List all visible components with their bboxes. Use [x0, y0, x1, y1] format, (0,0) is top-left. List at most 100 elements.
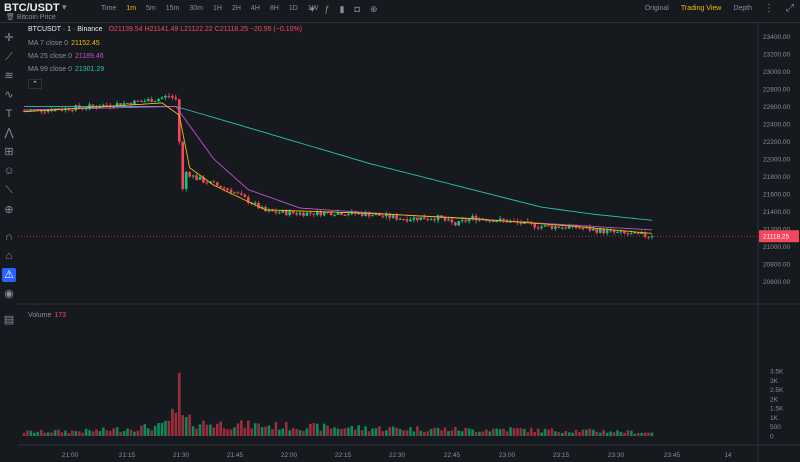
indicators-icon[interactable]: ƒ [324, 4, 330, 14]
interval-5m[interactable]: 5m [146, 5, 156, 12]
candle-body [578, 227, 581, 229]
volume-bar [164, 420, 167, 436]
fib-icon[interactable]: ≋ [4, 70, 14, 82]
candle-body [115, 103, 119, 107]
candle-body [343, 214, 347, 216]
fullscreen-icon[interactable]: ⤢ [786, 3, 794, 14]
volume-bar [395, 427, 398, 436]
pair-subtitle[interactable]: 🗑 Bitcoin Price [6, 14, 56, 21]
volume-bar [229, 429, 233, 436]
last-price-badge [759, 230, 799, 243]
interval-time[interactable]: Time [101, 5, 117, 12]
volume-bar [564, 431, 568, 436]
zoom-icon[interactable]: ⊕ [4, 204, 14, 216]
magnet-icon[interactable]: ∩ [5, 231, 13, 243]
volume-bar [240, 420, 243, 436]
interval-1m[interactable]: 1m [126, 5, 137, 12]
volume-axis: 3.5K 3K 2.5K 2K 1.5K 1K 500 0 [770, 369, 784, 441]
interval-15m[interactable]: 15m [165, 5, 180, 12]
price-tick-label: 21600.00 [763, 192, 790, 199]
interval-4h[interactable]: 4H [250, 5, 260, 12]
pair-title[interactable]: BTC/USDT [4, 2, 60, 14]
legend-collapse-button[interactable]: ⌃ [28, 79, 42, 89]
volume-bar [309, 423, 312, 436]
volume-bar [77, 431, 81, 436]
volume-bar [71, 430, 74, 436]
candle-body [516, 221, 519, 223]
candle-body [215, 182, 219, 186]
candle-body [71, 110, 74, 112]
active-tool-icon[interactable]: ⚠ [2, 268, 16, 282]
volume-bar [574, 429, 578, 436]
price-tick-label: 21400.00 [763, 209, 790, 216]
eye-icon[interactable]: ◉ [4, 288, 14, 300]
candle-body [39, 109, 43, 112]
volume-bar [602, 430, 605, 436]
time-tick-label: 22:30 [389, 452, 406, 459]
interval-1w[interactable]: 1W [307, 5, 319, 12]
candle-body [136, 100, 140, 102]
volume-bar [295, 429, 298, 436]
candle-body [167, 95, 171, 97]
volume-bar [64, 430, 67, 436]
volume-bar [288, 430, 291, 436]
view-switcher: Original Trading View Depth [645, 5, 752, 12]
candle-body [160, 97, 164, 99]
candle-body [74, 105, 78, 111]
candle-body [433, 219, 436, 221]
candle-body [195, 175, 198, 180]
candle-body [402, 218, 405, 220]
more-intervals-icon[interactable]: ▾ [310, 4, 315, 14]
interval-8h[interactable]: 8H [269, 5, 279, 12]
view-trading-view[interactable]: Trading View [680, 5, 722, 12]
candle-body [360, 213, 364, 216]
candle-body [447, 219, 450, 221]
view-original[interactable]: Original [644, 5, 669, 12]
volume-tick-label: 1.5K [770, 406, 784, 413]
volume-bar [246, 420, 250, 436]
volume-bar [53, 430, 57, 436]
add-icon[interactable]: ⊕ [369, 4, 378, 14]
volume-bar [650, 432, 654, 436]
pair-dropdown-icon[interactable]: ▾ [62, 2, 67, 12]
candle-body [481, 218, 485, 220]
candle-body [457, 220, 461, 226]
candle-body [529, 221, 533, 224]
candle-body [643, 233, 647, 237]
volume-bar [271, 429, 274, 436]
view-depth[interactable]: Depth [733, 5, 752, 12]
candle-body [315, 211, 319, 215]
volume-bar [140, 425, 143, 436]
volume-bar [450, 430, 454, 436]
pattern-icon[interactable]: ∿ [4, 89, 14, 101]
candle-body [133, 100, 136, 105]
interval-1d[interactable]: 1D [288, 5, 298, 12]
ruler-icon[interactable]: ⟍ [5, 184, 13, 196]
volume-bar [98, 431, 102, 436]
prediction-icon[interactable]: ⋀ [4, 127, 14, 139]
volume-bar [81, 432, 84, 436]
candle-body [181, 141, 185, 189]
interval-2h[interactable]: 2H [231, 5, 241, 12]
emoji-icon[interactable]: ☺ [3, 165, 15, 177]
trash-icon[interactable]: ▤ [3, 314, 15, 326]
volume-tick-label: 2.5K [770, 387, 784, 394]
candle-body [233, 192, 236, 194]
volume-bar [467, 428, 471, 436]
candle-body [540, 226, 543, 228]
interval-30m[interactable]: 30m [189, 5, 204, 12]
interval-1h[interactable]: 1H [213, 5, 222, 12]
text-icon[interactable]: T [5, 108, 13, 120]
volume-bar [119, 432, 122, 436]
screenshot-icon[interactable]: ◘ [354, 4, 360, 14]
volume-bar [526, 432, 530, 436]
trendline-icon[interactable]: ⟋ [5, 51, 13, 63]
lock-icon[interactable]: ⌂ [5, 250, 13, 262]
candle-body [388, 213, 392, 218]
volume-bar [433, 427, 436, 436]
crosshair-icon[interactable]: ✛ [4, 32, 14, 44]
measure-icon[interactable]: ⊞ [4, 146, 14, 158]
candle-body [198, 177, 202, 180]
settings-icon[interactable]: ⋮ [764, 3, 774, 14]
candle-type-icon[interactable]: ▮ [339, 4, 345, 14]
